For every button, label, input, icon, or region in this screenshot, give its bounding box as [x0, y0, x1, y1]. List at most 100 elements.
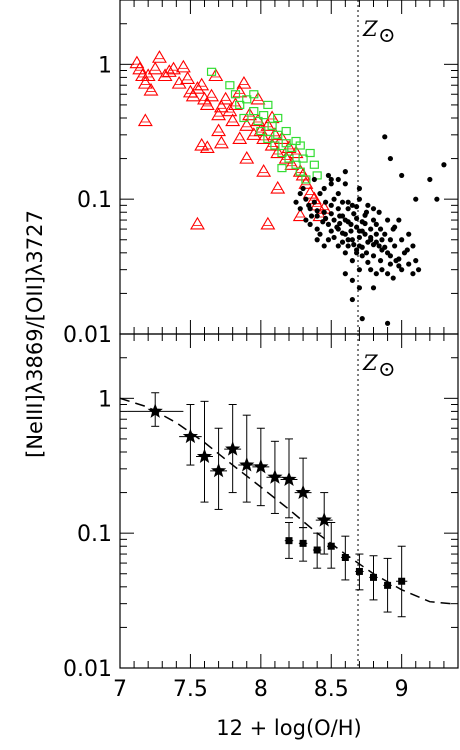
- top-data-point: [137, 75, 153, 89]
- top-data-point: [368, 226, 374, 232]
- bottom-ytick-label: 1: [98, 387, 112, 412]
- top-data-point: [354, 215, 360, 222]
- top-data-point: [337, 213, 343, 219]
- top-data-point: [297, 190, 303, 197]
- top-data-point: [379, 267, 385, 273]
- top-data-point: [368, 267, 374, 273]
- top-data-point: [328, 202, 334, 208]
- top-data-point: [370, 285, 377, 291]
- top-data-point: [218, 91, 234, 105]
- top-data-point: [189, 81, 205, 94]
- top-data-point: [413, 196, 419, 202]
- bottom-data-point: [196, 448, 213, 464]
- top-data-point: [211, 107, 227, 121]
- bottom-data-point: [225, 441, 241, 456]
- top-data-point: [250, 113, 266, 127]
- top-data-point: [349, 258, 355, 264]
- top-data-point: [410, 243, 416, 249]
- top-data-point: [249, 90, 259, 99]
- top-data-point: [308, 213, 315, 219]
- top-ytick-label: 0.01: [63, 323, 112, 348]
- top-data-point: [393, 258, 399, 264]
- top-data-point: [307, 221, 313, 227]
- top-data-point: [180, 71, 196, 84]
- top-data-point: [351, 242, 357, 248]
- top-data-point: [253, 116, 263, 126]
- bottom-data-point: [313, 546, 321, 554]
- top-data-point: [356, 185, 363, 192]
- top-data-point: [239, 113, 249, 123]
- bottom-data-point: [253, 458, 269, 474]
- top-data-point: [263, 100, 273, 110]
- top-data-point: [235, 100, 245, 110]
- top-data-point: [368, 237, 374, 243]
- bottom-data-point: [285, 537, 293, 545]
- top-data-point: [351, 211, 357, 217]
- top-data-point: [359, 253, 365, 259]
- top-data-point: [232, 131, 248, 144]
- top-data-point: [342, 271, 348, 277]
- top-data-point: [309, 160, 319, 169]
- top-yticks: [120, 0, 458, 335]
- top-data-point: [335, 176, 341, 183]
- top-data-point: [256, 131, 272, 144]
- top-data-point: [194, 77, 210, 91]
- top-data-point: [171, 75, 187, 89]
- bottom-data-point: [316, 512, 332, 527]
- top-data-point: [225, 81, 235, 90]
- top-data-point: [345, 206, 351, 212]
- top-data-point: [335, 243, 341, 249]
- top-data-point: [267, 121, 277, 130]
- bottom-xtick-label: 9: [395, 677, 409, 702]
- top-data-point: [434, 196, 440, 202]
- top-data-point: [342, 181, 348, 187]
- top-data-point: [211, 123, 227, 137]
- top-panel: 0.01 0.1 1 Z ⊙: [63, 0, 459, 348]
- top-data-point: [222, 103, 238, 117]
- top-data-point: [356, 234, 363, 241]
- bottom-ytick-labels: 0.01 0.1 1: [63, 387, 112, 682]
- top-data-point: [295, 141, 305, 150]
- top-data-point: [404, 247, 410, 253]
- bottom-xtick-label: 7: [113, 677, 127, 702]
- top-data-point: [373, 271, 379, 277]
- top-data-point: [370, 242, 377, 248]
- top-data-point: [213, 99, 229, 113]
- top-data-point: [199, 97, 215, 111]
- top-data-point: [399, 172, 405, 179]
- top-data-point: [345, 237, 351, 243]
- bottom-data-point: [281, 471, 297, 486]
- top-data-point: [384, 217, 391, 223]
- top-data-point: [365, 259, 371, 265]
- top-data-point: [314, 226, 320, 232]
- top-data-point: [365, 202, 371, 208]
- top-data-point: [311, 176, 317, 183]
- bottom-data-point: [355, 567, 363, 575]
- top-data-point: [256, 126, 266, 136]
- top-data-point: [303, 217, 309, 223]
- top-data-point: [370, 217, 377, 223]
- top-data-point: [302, 186, 318, 199]
- top-data-point: [356, 228, 363, 234]
- top-data-point: [328, 176, 334, 183]
- top-data-point: [263, 134, 273, 143]
- top-data-point: [349, 296, 355, 303]
- top-solar-symbol: ⊙: [378, 23, 396, 47]
- bottom-data-point: [398, 577, 406, 585]
- top-data-point: [225, 113, 241, 127]
- top-data-point: [213, 135, 229, 149]
- top-data-point: [260, 118, 276, 131]
- top-data-point: [281, 126, 291, 136]
- top-data-point: [362, 231, 368, 237]
- top-data-point: [348, 221, 354, 227]
- top-data-point: [362, 212, 368, 218]
- top-data-point: [317, 231, 323, 237]
- top-data-point: [345, 243, 351, 249]
- top-data-point: [250, 91, 266, 105]
- top-data-point: [321, 209, 327, 215]
- bottom-panel: 0.01 0.1 1 7 7.5 8 8.5 9 Z ⊙: [63, 333, 459, 702]
- top-data-point: [396, 217, 402, 223]
- top-data-point: [376, 243, 382, 249]
- top-data-point: [359, 244, 365, 250]
